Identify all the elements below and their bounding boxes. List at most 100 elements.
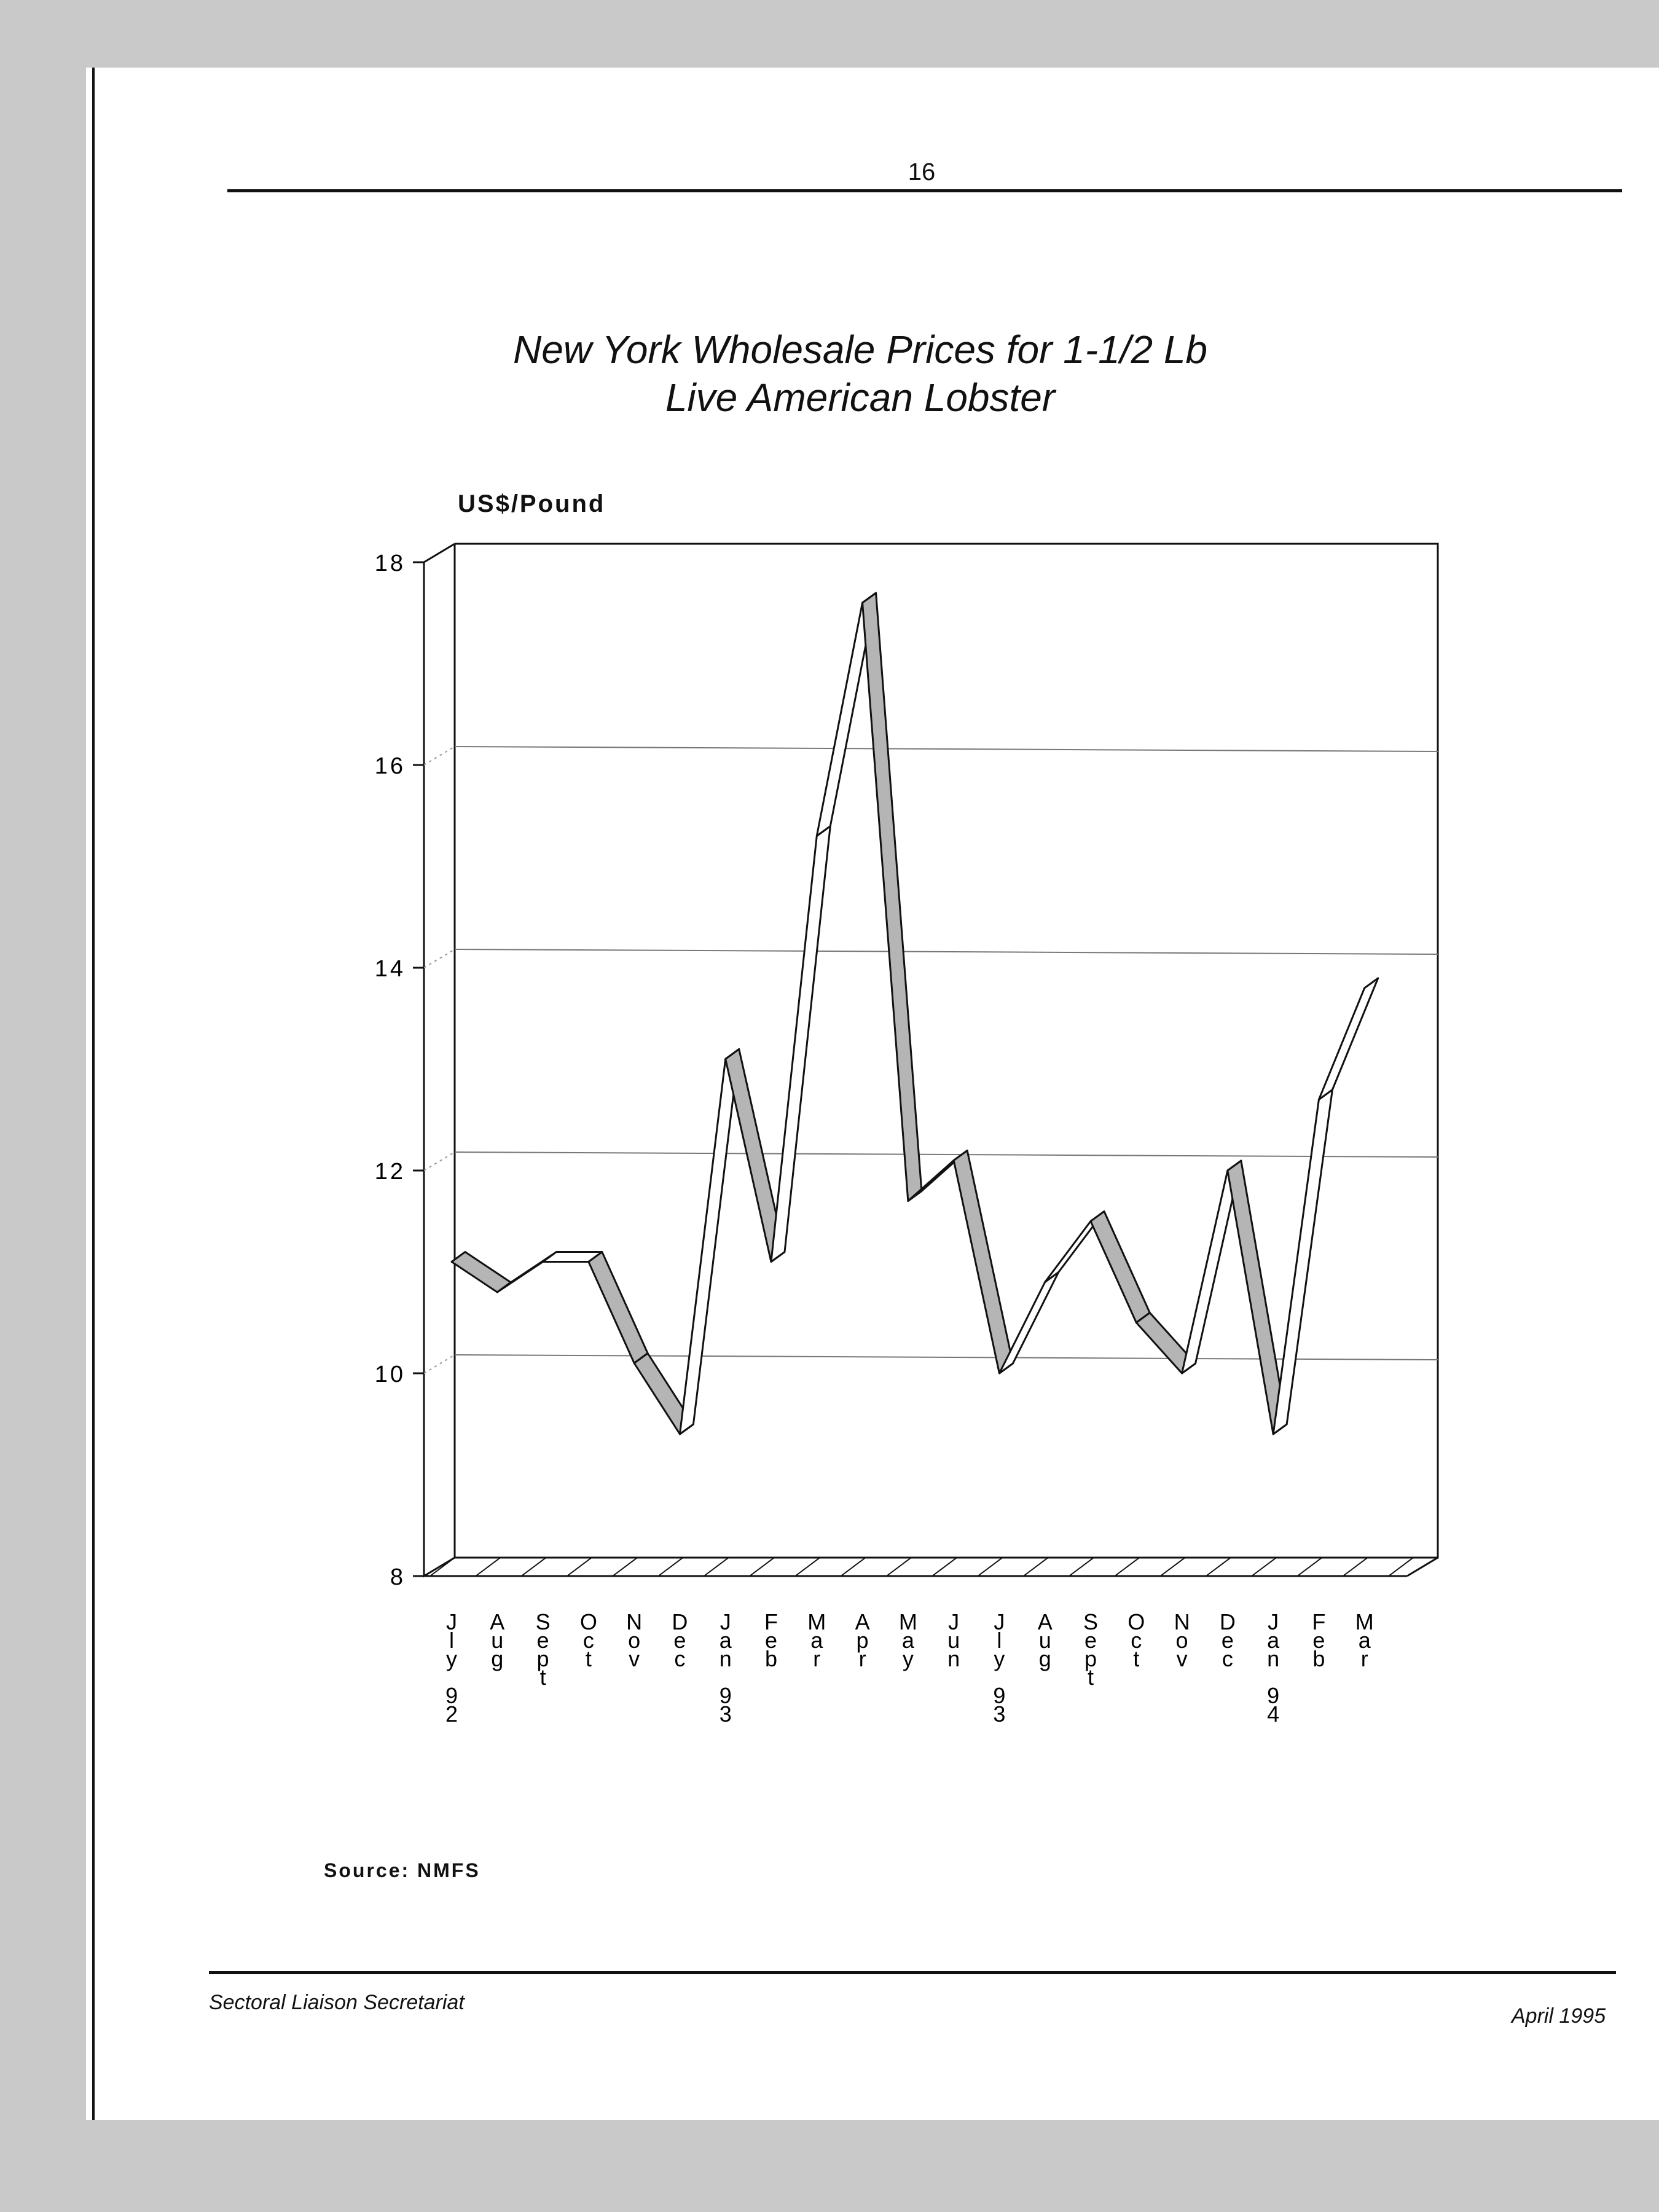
x-tick-label: e [1312, 1628, 1325, 1653]
x-tick-label: t [1133, 1646, 1139, 1671]
gridline-side [423, 1354, 455, 1374]
x-tick-label: 3 [993, 1701, 1005, 1727]
footer-organization: Sectoral Liaison Secretariat [209, 1991, 465, 2014]
y-tick-label: 12 [375, 1159, 406, 1185]
floor-right-edge [1406, 1556, 1438, 1577]
y-tick-label: 18 [375, 551, 406, 576]
line-segment [861, 592, 923, 1202]
scan-border-top [0, 0, 1659, 68]
x-tick-label: A [1038, 1609, 1053, 1634]
x-tick-label: n [947, 1646, 960, 1671]
floor-hatch [794, 1557, 820, 1577]
back-wall-frame [453, 543, 1439, 1559]
x-tick-label: t [540, 1665, 546, 1690]
x-tick-label: r [1361, 1646, 1368, 1671]
x-tick-label: g [491, 1646, 503, 1671]
line-segment [770, 825, 831, 1263]
y-tick-label: 8 [390, 1564, 406, 1590]
x-tick-label: S [1083, 1609, 1098, 1634]
x-tick-label: N [1174, 1609, 1190, 1634]
x-tick-label: M [1355, 1609, 1374, 1634]
floor-hatch [1069, 1557, 1094, 1577]
x-tick-label: a [720, 1628, 732, 1653]
floor-hatch [931, 1557, 957, 1577]
x-tick-label: S [536, 1609, 551, 1634]
x-tick-label: e [537, 1628, 549, 1653]
floor-hatch [1251, 1557, 1277, 1577]
x-tick-label: 3 [720, 1701, 732, 1727]
x-tick-label: a [1359, 1628, 1371, 1653]
x-tick-label: J [1268, 1609, 1279, 1634]
x-tick-label: v [629, 1646, 640, 1671]
scan-border-left [0, 0, 86, 2212]
floor-hatch [1206, 1557, 1231, 1577]
x-tick-label: g [1039, 1646, 1051, 1671]
x-tick-label: y [994, 1646, 1005, 1671]
x-tick-label: J [446, 1609, 457, 1634]
x-tick-label: M [899, 1609, 917, 1634]
x-tick-label: D [672, 1609, 688, 1634]
floor-hatch [1343, 1557, 1368, 1577]
x-tick-label: 4 [1267, 1701, 1279, 1727]
x-tick-label: D [1220, 1609, 1236, 1634]
floor-hatch [1114, 1557, 1140, 1577]
x-tick-label: c [674, 1646, 685, 1671]
floor-hatch [520, 1557, 547, 1577]
gridline-side [423, 1151, 455, 1171]
y-tick-label: 14 [375, 956, 406, 982]
gridline [454, 949, 1438, 955]
chart-title-line-2: Live American Lobster [665, 375, 1056, 420]
gridline [454, 1151, 1438, 1158]
x-tick-label: O [1128, 1609, 1145, 1634]
footer-date: April 1995 [1512, 2004, 1606, 2028]
footer-rule [209, 1971, 1616, 1974]
floor-hatch [1023, 1557, 1049, 1577]
floor-hatch [977, 1557, 1003, 1577]
line-segment [450, 1251, 512, 1293]
x-tick-label: c [1131, 1628, 1142, 1653]
floor-hatch [429, 1557, 455, 1577]
x-tick-label: e [673, 1628, 686, 1653]
x-tick-label: b [1312, 1646, 1325, 1671]
line-segment [952, 1150, 1014, 1375]
scan-border-bottom [0, 2120, 1659, 2212]
floor-hatch [1159, 1557, 1186, 1577]
x-tick-label: y [903, 1646, 914, 1671]
floor-hatch [886, 1557, 912, 1577]
floor-hatch [704, 1557, 729, 1577]
x-tick-label: o [1176, 1628, 1188, 1653]
line-segment [587, 1251, 649, 1364]
x-tick-label: u [1039, 1628, 1051, 1653]
x-tick-label: 9 [445, 1683, 458, 1708]
line-segment [678, 1048, 740, 1435]
x-tick-label: F [1312, 1609, 1325, 1634]
x-tick-label: t [1088, 1665, 1094, 1690]
x-tick-label: a [902, 1628, 915, 1653]
line-segment [1089, 1210, 1151, 1324]
floor-hatch [840, 1557, 866, 1577]
gridline-side [423, 949, 455, 968]
line-segment [1226, 1159, 1288, 1435]
x-tick-label: e [1222, 1628, 1234, 1653]
x-tick-label: n [1267, 1646, 1279, 1671]
x-tick-label: 2 [445, 1701, 458, 1727]
x-tick-label: e [1084, 1628, 1097, 1653]
floor-hatch [1388, 1557, 1414, 1577]
x-tick-label: N [626, 1609, 642, 1634]
gridline-side [423, 746, 455, 766]
x-tick-label: 9 [1267, 1683, 1279, 1708]
line-segment [1272, 1089, 1333, 1435]
y-tick-label: 16 [375, 753, 406, 779]
x-tick-label: c [583, 1628, 594, 1653]
x-tick-label: u [947, 1628, 960, 1653]
x-tick-label: a [1267, 1628, 1280, 1653]
x-tick-label: F [764, 1609, 778, 1634]
left-wall-edge [423, 562, 455, 1578]
x-tick-label: p [857, 1628, 869, 1653]
x-tick-label: J [948, 1609, 959, 1634]
floor-hatch [657, 1557, 684, 1577]
x-tick-label: A [855, 1609, 870, 1634]
x-tick-label: J [994, 1609, 1005, 1634]
source-note: Source: NMFS [324, 1859, 480, 1881]
floor-hatch [749, 1557, 775, 1577]
